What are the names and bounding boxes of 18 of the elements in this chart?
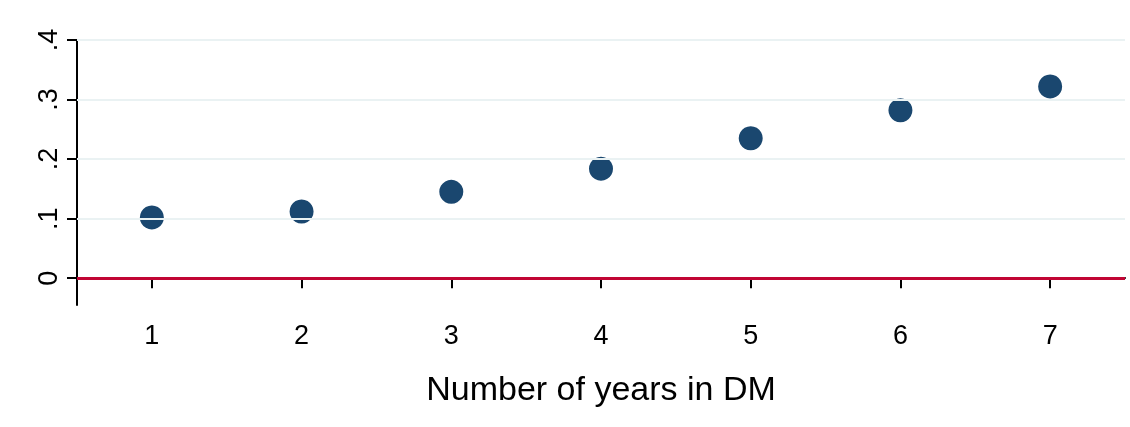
x-tick-label: 3 [443,319,459,350]
x-tick-label: 2 [294,319,310,350]
x-tick-label: 6 [892,319,908,350]
x-tick-label: 1 [144,319,160,350]
x-tick-label: 7 [1042,319,1058,350]
point [738,126,763,151]
x-tick-label: 4 [593,319,609,350]
x-axis-title: Number of years in DM [426,369,776,407]
y-tick-label: .4 [32,28,63,52]
point [888,98,913,123]
y-tick-label: .2 [32,147,63,171]
y-tick-label: .3 [32,88,63,111]
point [439,179,464,204]
point [589,156,613,181]
x-tick-label: 5 [743,319,759,350]
y-tick-label: 0 [32,270,63,286]
y-tick-label: .1 [32,207,63,230]
point [1038,74,1063,99]
